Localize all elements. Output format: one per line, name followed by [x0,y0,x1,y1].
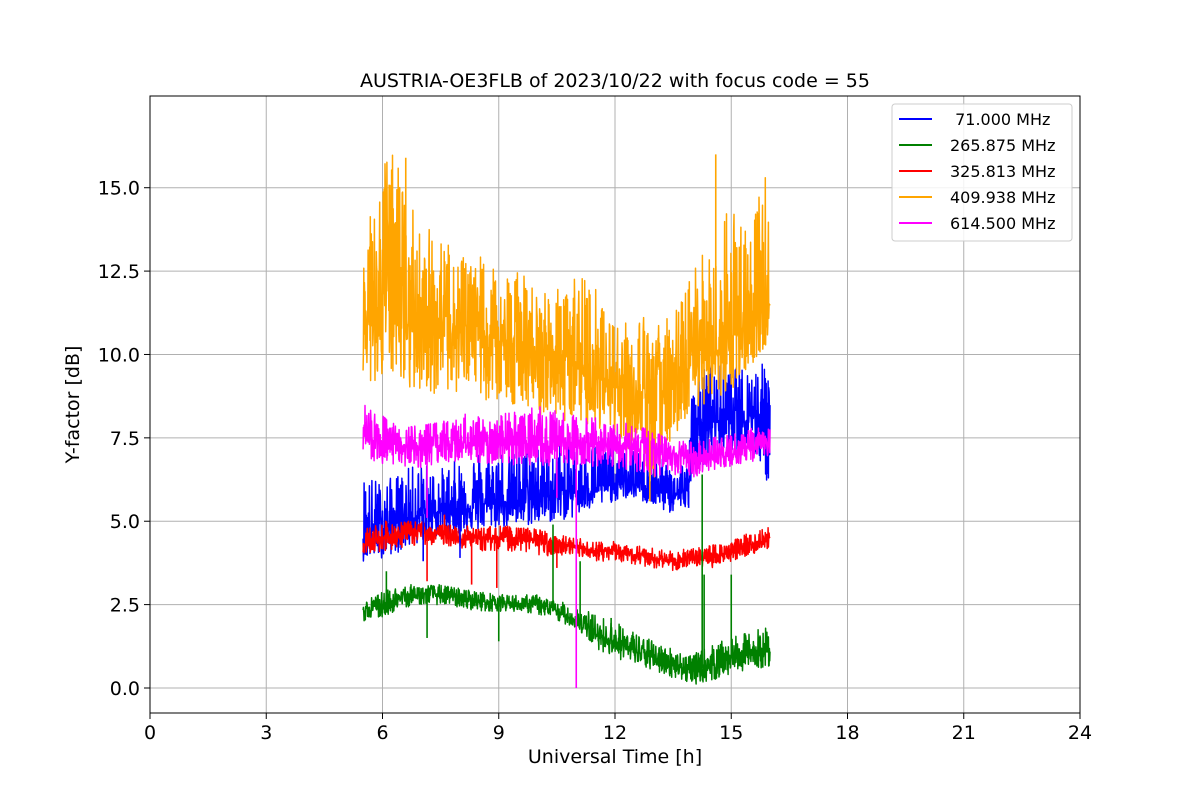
x-tick-label: 12 [603,722,627,744]
x-tick-label: 15 [719,722,743,744]
x-tick-label: 6 [376,722,388,744]
chart-title: AUSTRIA-OE3FLB of 2023/10/22 with focus … [360,70,870,92]
legend-label-3: 409.938 MHz [950,188,1055,207]
series-0 [362,363,771,562]
y-tick-label: 5.0 [110,511,140,533]
series-4 [362,404,771,478]
x-tick-label: 0 [144,722,156,744]
legend-label-2: 325.813 MHz [950,162,1055,181]
legend-box [891,103,1073,242]
x-tick-label: 3 [260,722,272,744]
legend: 71.000 MHz 265.875 MHz 325.813 MHz 409.938 … [891,103,1073,242]
series-line-1 [362,583,771,685]
y-axis-label: Y-factor [dB] [62,346,84,465]
x-tick-label: 9 [493,722,505,744]
series-line-4 [362,404,771,478]
y-tick-label: 15.0 [98,178,140,200]
legend-label-1: 265.875 MHz [950,136,1055,155]
series-1 [362,583,771,685]
legend-label-4: 614.500 MHz [950,214,1055,233]
ticks: 0 3 6 9 12 15 18 21 24 0.0 2.5 5.0 7.5 10.0 12.5 15.0 [98,178,1092,744]
x-tick-label: 18 [835,722,859,744]
x-tick-label: 24 [1068,722,1092,744]
series-layer [362,154,771,688]
y-tick-label: 10.0 [98,344,140,366]
series-line-3 [362,154,771,478]
y-tick-label: 12.5 [98,261,140,283]
y-tick-label: 7.5 [110,428,140,450]
x-tick-label: 21 [952,722,976,744]
x-axis-label: Universal Time [h] [528,746,702,768]
y-tick-label: 0.0 [110,678,140,700]
series-line-0 [362,363,771,562]
y-tick-label: 2.5 [110,595,140,617]
series-3 [362,154,771,478]
legend-label-0: 71.000 MHz [950,110,1050,129]
